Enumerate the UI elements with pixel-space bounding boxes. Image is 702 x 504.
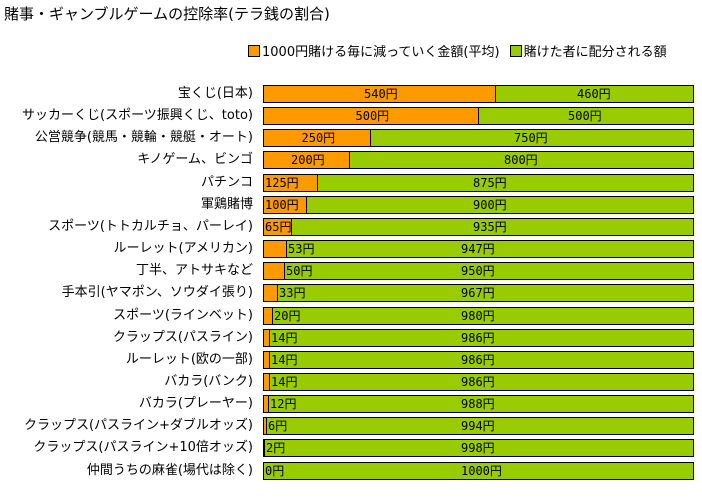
bar-row: 65円 935円 [263, 218, 694, 236]
category-label: バカラ(プレーヤー) [138, 396, 253, 411]
bar-row: 20円 980円 [263, 307, 694, 325]
category-label: クラップス(パスライン+ダブルオッズ) [23, 418, 253, 433]
bar-row: 250円 750円 [263, 129, 694, 147]
legend-swatch-returned [509, 44, 522, 57]
value-label-returned: 986円 [461, 375, 495, 389]
bar-segment-lost [264, 152, 350, 168]
bar-segment-lost [264, 374, 270, 390]
value-label-lost: 0円 [265, 464, 285, 478]
bar-segment-lost [264, 263, 285, 279]
bar-segment-lost [264, 285, 278, 301]
legend-swatch-lost [248, 44, 260, 57]
bar-segment-lost [264, 352, 270, 368]
bar-segment-lost [264, 108, 479, 124]
value-label-returned: 935円 [473, 220, 507, 234]
value-label-returned: 900円 [473, 198, 507, 212]
bar-row: 100円 900円 [263, 196, 694, 214]
bar-row: 14円 986円 [263, 373, 694, 391]
value-label-lost: 200円 [291, 153, 325, 167]
bar-segment-lost [264, 330, 270, 346]
category-label: 仲間うちの麻雀(場代は除く) [86, 463, 253, 478]
category-label: クラップス(パスライン+10倍オッズ) [33, 440, 253, 455]
legend-label-lost: 1000円賭ける毎に減っていく金額(平均) [262, 45, 500, 60]
bar-row: 2円 998円 [263, 439, 694, 457]
category-label: パチンコ [200, 175, 253, 190]
value-label-returned: 947円 [461, 242, 495, 256]
bar-row: 500円 500円 [263, 107, 694, 125]
bar-row: 14円 986円 [263, 329, 694, 347]
value-label-returned: 460円 [577, 87, 611, 101]
value-label-returned: 1000円 [461, 464, 502, 478]
legend-label-returned: 賭けた者に配分される額 [523, 45, 667, 60]
category-label: 丁半、アトサキなど [135, 263, 253, 278]
category-label: スポーツ(トトカルチョ、パーレイ) [48, 219, 253, 234]
bar-segment-lost [264, 396, 269, 412]
value-label-returned: 980円 [461, 309, 495, 323]
bar-row: 200円 800円 [263, 151, 694, 169]
category-label: ルーレット(アメリカン) [113, 241, 254, 256]
category-label: スポーツ(ラインベット) [113, 308, 253, 323]
value-label-returned: 988円 [461, 397, 495, 411]
value-label-lost: 20円 [274, 309, 301, 323]
bar-row: 53円 947円 [263, 240, 694, 258]
value-label-lost: 250円 [301, 131, 336, 145]
category-label: クラップス(パスライン) [112, 330, 253, 345]
bar-segment-lost [264, 130, 371, 146]
value-label-lost: 125円 [265, 176, 299, 190]
bar-row: 33円 967円 [263, 284, 694, 302]
bar-segment-lost [264, 241, 287, 257]
bar-row: 14円 986円 [263, 351, 694, 369]
category-label: 公営競争(競馬・競輪・競艇・オート) [34, 130, 253, 145]
value-label-returned: 500円 [568, 109, 602, 123]
value-label-returned: 998円 [461, 441, 495, 455]
value-label-returned: 967円 [461, 286, 495, 300]
value-label-lost: 14円 [271, 331, 298, 345]
value-label-returned: 986円 [461, 331, 495, 345]
category-label: キノゲーム、ビンゴ [137, 152, 253, 167]
category-label: バカラ(バンク) [164, 374, 253, 389]
bar-segment-lost [264, 86, 496, 102]
bar-row: 540円 460円 [263, 85, 694, 103]
category-label: 手本引(ヤマポン、ソウダイ張り) [61, 285, 253, 300]
chart-title: 賭事・ギャンブルゲームの控除率(テラ銭の割合) [4, 5, 330, 23]
bar-segment-lost [264, 219, 292, 235]
value-label-lost: 500円 [355, 109, 390, 123]
value-label-lost: 12円 [270, 397, 297, 411]
value-label-returned: 986円 [461, 353, 495, 367]
value-label-lost: 540円 [364, 87, 398, 101]
value-label-lost: 14円 [271, 353, 298, 367]
value-label-returned: 750円 [514, 131, 548, 145]
value-label-returned: 875円 [473, 176, 507, 190]
bar-segment-lost [264, 197, 307, 213]
legend-item-lost: 1000円賭ける毎に減っていく金額(平均) [248, 41, 500, 60]
value-label-lost: 53円 [288, 242, 315, 256]
value-label-lost: 50円 [286, 264, 313, 278]
bar-row: 12円 988円 [263, 395, 694, 413]
bar-row: 125円 875円 [263, 174, 694, 192]
category-label: サッカーくじ(スポーツ振興くじ、toto) [22, 108, 253, 123]
value-label-lost: 14円 [271, 375, 298, 389]
bar-row: 50円 950円 [263, 262, 694, 280]
category-label: ルーレット(欧の一部) [125, 352, 253, 367]
value-label-lost: 6円 [268, 419, 288, 433]
value-label-returned: 800円 [504, 153, 538, 167]
bar-segment-lost [264, 175, 318, 191]
value-label-lost: 65円 [265, 220, 292, 234]
bar-segment-lost [264, 440, 265, 456]
chart-legend: 1000円賭ける毎に減っていく金額(平均) 賭けた者に配分される額 [248, 41, 677, 60]
value-label-returned: 950円 [461, 264, 495, 278]
category-label: 宝くじ(日本) [177, 86, 253, 101]
bar-segment-lost [264, 308, 273, 324]
bar-segment-lost [264, 418, 267, 434]
bar-row: 6円 994円 [263, 417, 694, 435]
value-label-lost: 2円 [266, 441, 286, 455]
legend-item-returned: 賭けた者に配分される額 [509, 41, 667, 60]
category-label: 軍鶏賭博 [200, 197, 253, 212]
bar-row: 0円 1000円 [263, 462, 694, 480]
value-label-lost: 33円 [279, 286, 306, 300]
value-label-returned: 994円 [461, 419, 495, 433]
value-label-lost: 100円 [265, 198, 299, 212]
